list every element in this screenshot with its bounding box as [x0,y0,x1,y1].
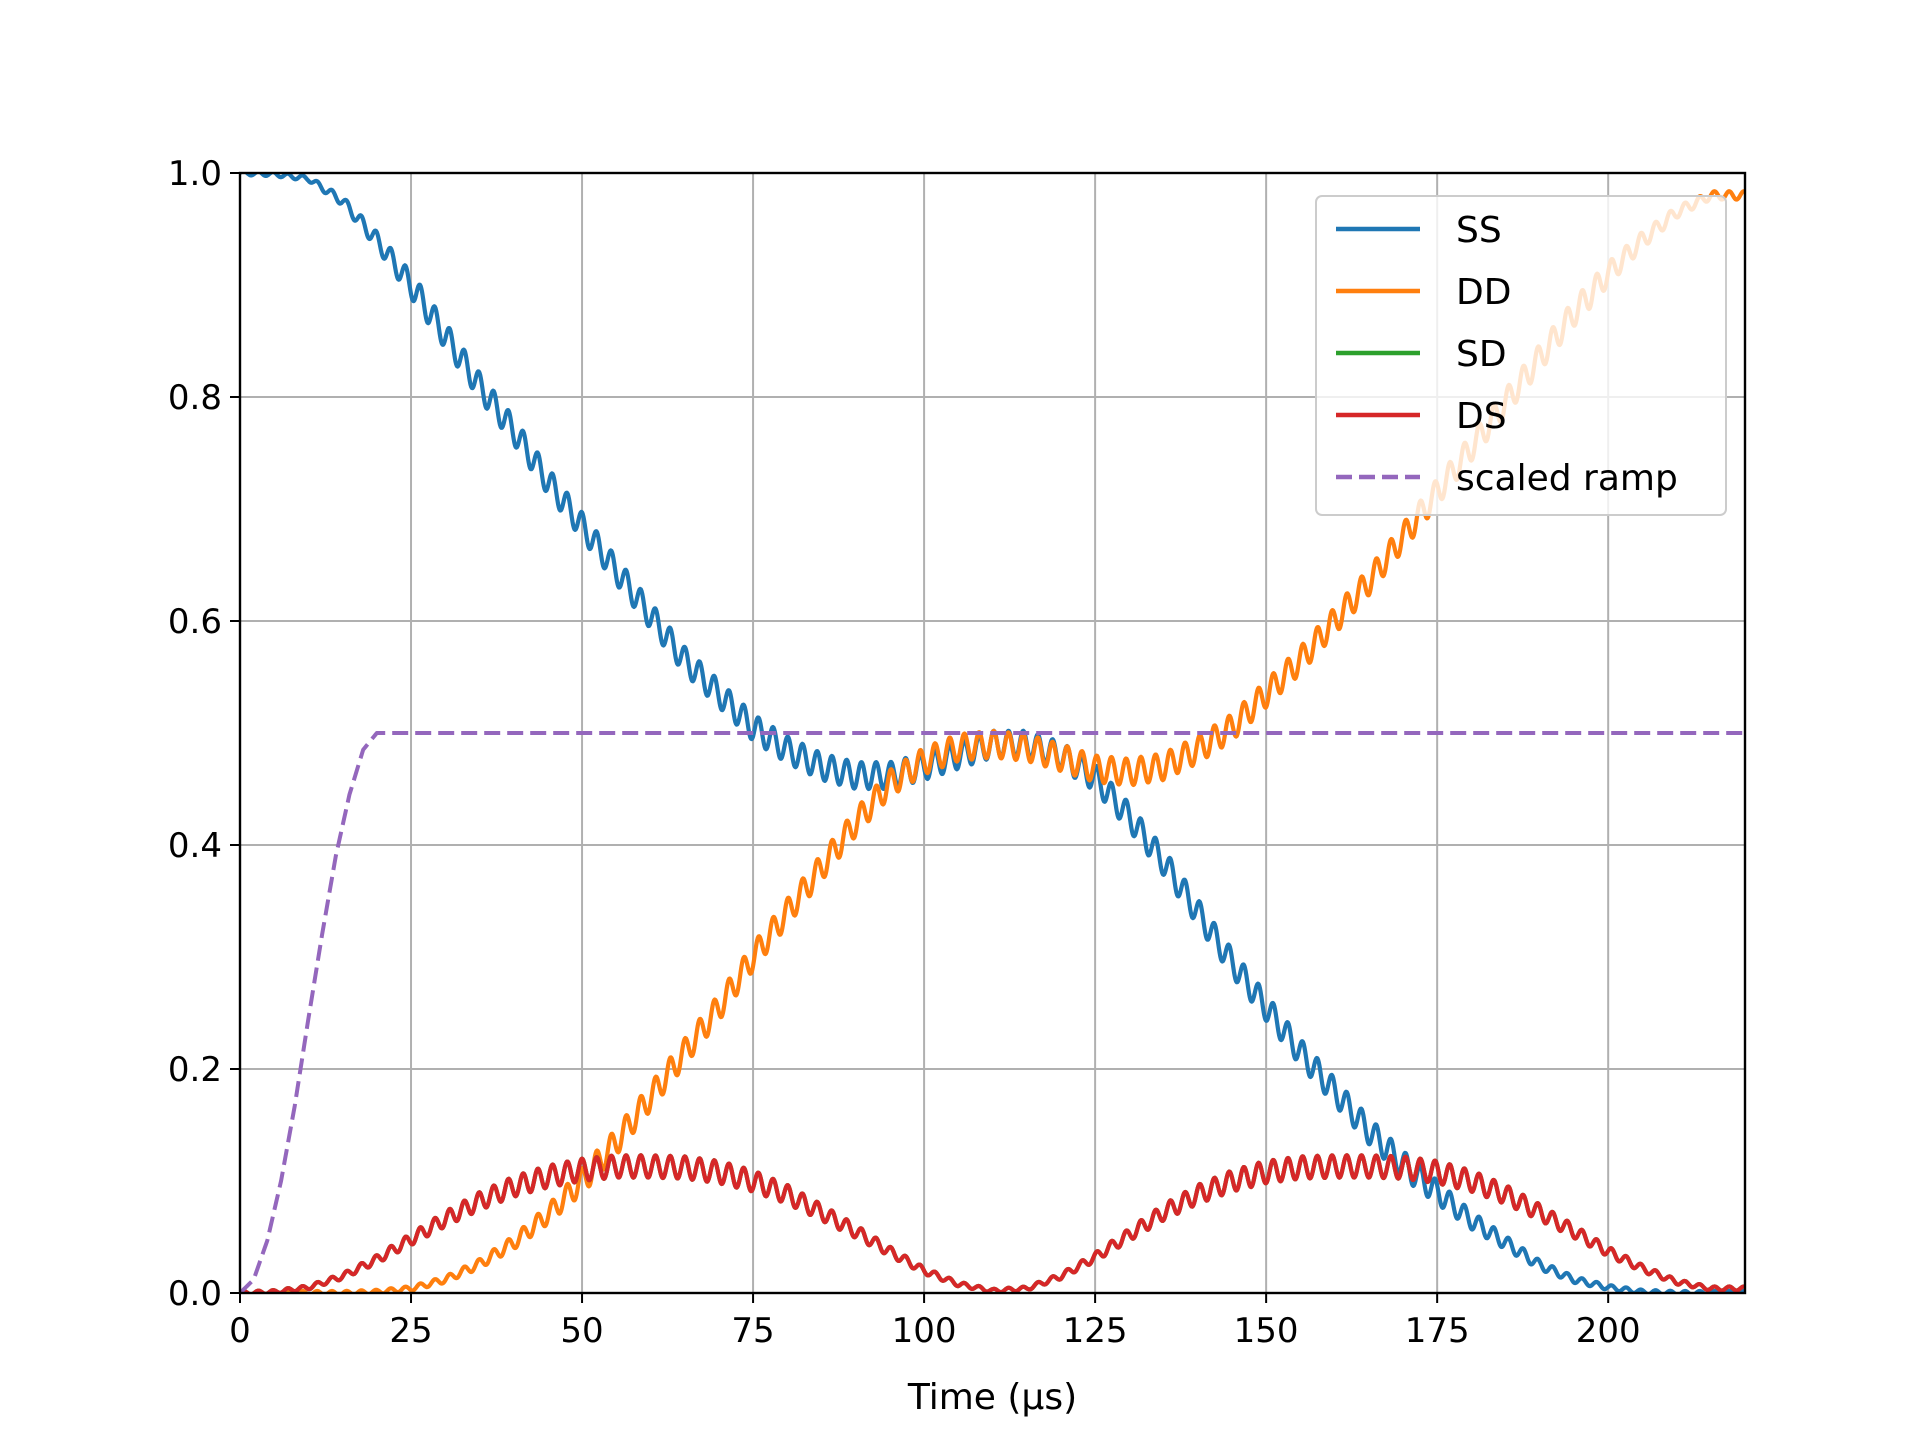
plot-frame [238,171,1747,1295]
legend-label: SD [1456,334,1507,375]
legend-label: DS [1456,396,1507,437]
x-axis-title: Time (µs) [907,1377,1077,1418]
x-tick-label: 200 [1576,1311,1641,1351]
y-tick-label: 0.4 [168,826,222,866]
legend: SS DD SD DS scaled ramp [1315,195,1727,516]
x-tick-label: 50 [560,1311,603,1351]
y-tick-label: 0.6 [168,602,222,642]
x-tick-label: 100 [892,1311,957,1351]
x-tick-label: 175 [1405,1311,1470,1351]
x-tick-label: 75 [731,1311,774,1351]
x-tick-label: 0 [229,1311,251,1351]
ticks: 0 25 50 75 100 125 150 175 200 0.0 0.2 0.4 0.6 0.8 1.0 [168,154,1641,1351]
x-tick-label: 150 [1234,1311,1299,1351]
legend-box [1315,195,1727,516]
y-tick-label: 0.0 [168,1274,222,1314]
y-tick-label: 0.2 [168,1050,222,1090]
legend-label: SS [1456,210,1502,251]
legend-label: DD [1456,272,1511,313]
legend-label: scaled ramp [1456,458,1678,499]
x-tick-label: 125 [1063,1311,1128,1351]
series-line-ds [240,1153,1745,1293]
x-tick-label: 25 [389,1311,432,1351]
y-tick-label: 0.8 [168,378,222,418]
y-tick-label: 1.0 [168,154,222,194]
series-line-scaled-ramp [240,731,1745,1293]
